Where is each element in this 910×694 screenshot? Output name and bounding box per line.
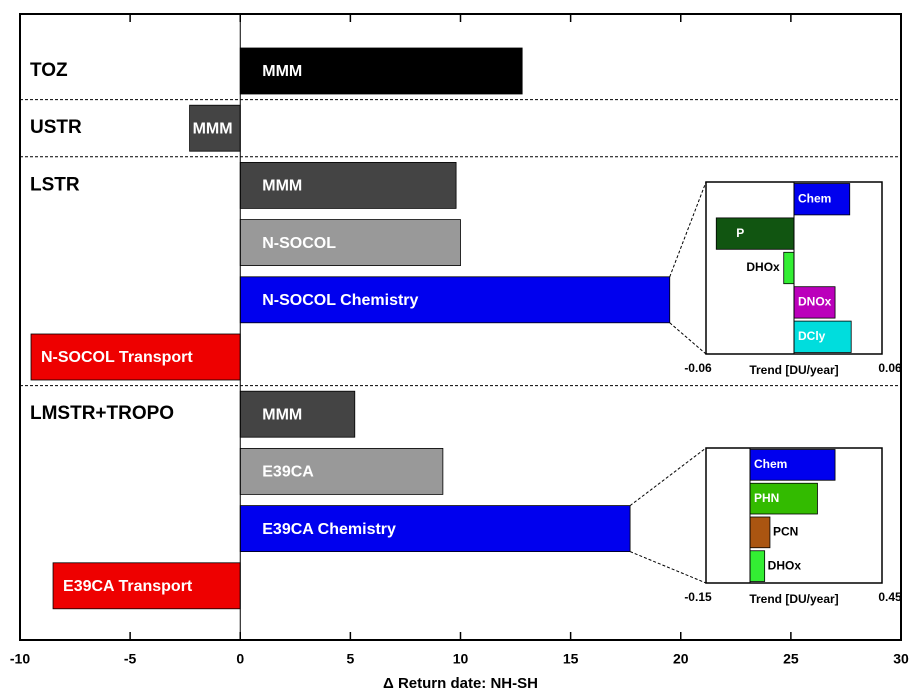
inset-bar-label: DNOx: [798, 295, 832, 309]
inset-bar-label: Chem: [754, 457, 787, 471]
x-tick-label: -5: [124, 651, 137, 667]
bar: [239, 47, 523, 95]
inset-bar-label: PCN: [773, 525, 798, 539]
inset-bar: [715, 217, 795, 250]
plot-frame: [19, 13, 902, 641]
inset-bar: [749, 482, 818, 515]
bar: [52, 562, 241, 610]
bar-label: E39CA Chemistry: [262, 521, 396, 538]
bar-label: E39CA: [262, 464, 314, 481]
inset-bar: [783, 251, 795, 285]
x-tick-label: -10: [10, 651, 30, 667]
x-tick-label: 0: [236, 651, 244, 667]
group-label: LMSTR+TROPO: [30, 403, 174, 424]
inset-axis-label: Trend [DU/year]: [749, 363, 838, 377]
x-tick-label: 20: [673, 651, 689, 667]
inset-tick-label: -0.06: [684, 361, 712, 375]
group-label: USTR: [30, 117, 82, 138]
bar: [239, 390, 356, 438]
inset-bar-label: P: [736, 226, 744, 240]
connector: [669, 181, 707, 277]
inset-bar-label: Chem: [798, 191, 831, 205]
inset-tick-label: 0.06: [878, 361, 902, 375]
x-tick-label: 25: [783, 651, 799, 667]
connector: [629, 551, 707, 584]
inset-bar-label: DCly: [798, 329, 826, 343]
bar-label: N-SOCOL Chemistry: [262, 292, 418, 309]
group-label: TOZ: [30, 60, 68, 81]
x-tick-label: 5: [346, 651, 354, 667]
inset-bar: [793, 183, 851, 216]
connector: [669, 322, 707, 355]
inset-bar-label: PHN: [754, 491, 779, 505]
bar: [239, 161, 457, 209]
group-label: LSTR: [30, 174, 80, 195]
bar: [189, 104, 241, 152]
x-tick-label: 10: [453, 651, 469, 667]
inset-bar-label: DHOx: [746, 260, 780, 274]
connector: [629, 447, 707, 506]
bar: [239, 276, 671, 324]
x-tick-label: 15: [563, 651, 579, 667]
inset-tick-label: -0.15: [684, 590, 712, 604]
x-tick-label: 30: [893, 651, 909, 667]
x-axis-label: Δ Return date: NH-SH: [383, 675, 538, 692]
bar-label: MMM: [262, 63, 302, 80]
bar: [239, 447, 444, 495]
inset-bar: [749, 550, 766, 582]
inset-axis-label: Trend [DU/year]: [749, 592, 838, 606]
inset-bar-label: DHOx: [768, 558, 802, 572]
bar-label: MMM: [262, 178, 302, 195]
inset-bar: [793, 320, 852, 353]
inset-bar: [793, 286, 836, 319]
bar: [30, 333, 241, 381]
bar-label: E39CA Transport: [63, 578, 193, 595]
bar: [239, 505, 631, 553]
bar-label: MMM: [193, 120, 233, 137]
inset-tick-label: 0.45: [878, 590, 902, 604]
bar: [239, 219, 461, 267]
bar-label: MMM: [262, 406, 302, 423]
bar-label: N-SOCOL: [262, 235, 336, 252]
inset-bar: [749, 516, 771, 549]
bar-label: N-SOCOL Transport: [41, 349, 193, 366]
